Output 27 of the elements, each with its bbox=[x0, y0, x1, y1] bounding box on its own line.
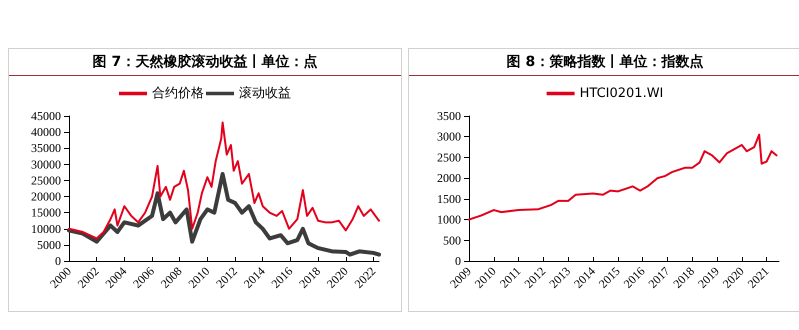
y-tick-label: 3000 bbox=[437, 130, 461, 144]
y-tick-label: 0 bbox=[55, 254, 61, 268]
y-tick-label: 45000 bbox=[31, 109, 61, 123]
chart-title: 图 7：天然橡胶滚动收益丨单位：点 bbox=[9, 49, 401, 76]
legend-label: 合约价格 bbox=[152, 86, 204, 101]
x-tick-label: 2011 bbox=[497, 264, 524, 291]
y-tick-label: 3500 bbox=[437, 109, 461, 123]
y-tick-label: 2000 bbox=[437, 171, 461, 186]
y-tick-label: 35000 bbox=[31, 141, 61, 156]
y-tick-label: 20000 bbox=[31, 190, 61, 204]
y-tick-label: 5000 bbox=[37, 238, 61, 252]
y-tick-label: 30000 bbox=[31, 157, 61, 172]
line-series bbox=[68, 121, 380, 240]
line-series bbox=[468, 134, 778, 221]
y-tick-label: 0 bbox=[455, 254, 461, 268]
chart-title: 图 8：策略指数丨单位：指数点 bbox=[409, 49, 799, 76]
y-tick-label: 1000 bbox=[437, 212, 461, 227]
y-tick-label: 25000 bbox=[31, 173, 61, 188]
y-tick-label: 500 bbox=[443, 233, 461, 248]
y-tick-label: 40000 bbox=[31, 125, 61, 140]
y-tick-label: 10000 bbox=[31, 222, 61, 236]
y-tick-label: 15000 bbox=[31, 206, 61, 220]
line-series bbox=[67, 172, 381, 257]
y-tick-label: 2500 bbox=[437, 150, 461, 164]
y-tick-label: 1500 bbox=[437, 192, 461, 206]
legend-label: 滚动收益 bbox=[239, 86, 291, 101]
legend-label: HTCI0201.WI bbox=[580, 86, 664, 101]
